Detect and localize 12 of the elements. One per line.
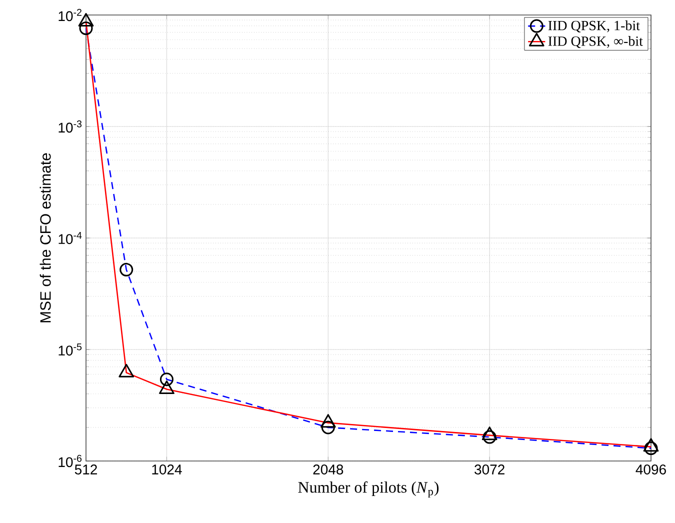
x-axis-title: Number of pilots (N$_{p}$) xyxy=(298,481,439,498)
x-tick-label: 4096 xyxy=(636,464,666,474)
legend-label: IID QPSK, ∞-bit xyxy=(548,36,643,48)
x-tick-label: 1024 xyxy=(152,464,182,474)
x-tick-label: 3072 xyxy=(474,464,504,474)
legend-label: IID QPSK, 1-bit xyxy=(548,20,640,32)
y-axis-title: MSE of the CFO estimate xyxy=(40,153,51,322)
y-tick-label: 10$^{-5}$ xyxy=(58,343,82,356)
x-tick-label: 2048 xyxy=(313,464,344,474)
y-tick-label: 10$^{-3}$ xyxy=(58,120,82,133)
y-tick-label: 10$^{-2}$ xyxy=(58,8,82,22)
y-tick-label: 10$^{-4}$ xyxy=(58,232,82,244)
